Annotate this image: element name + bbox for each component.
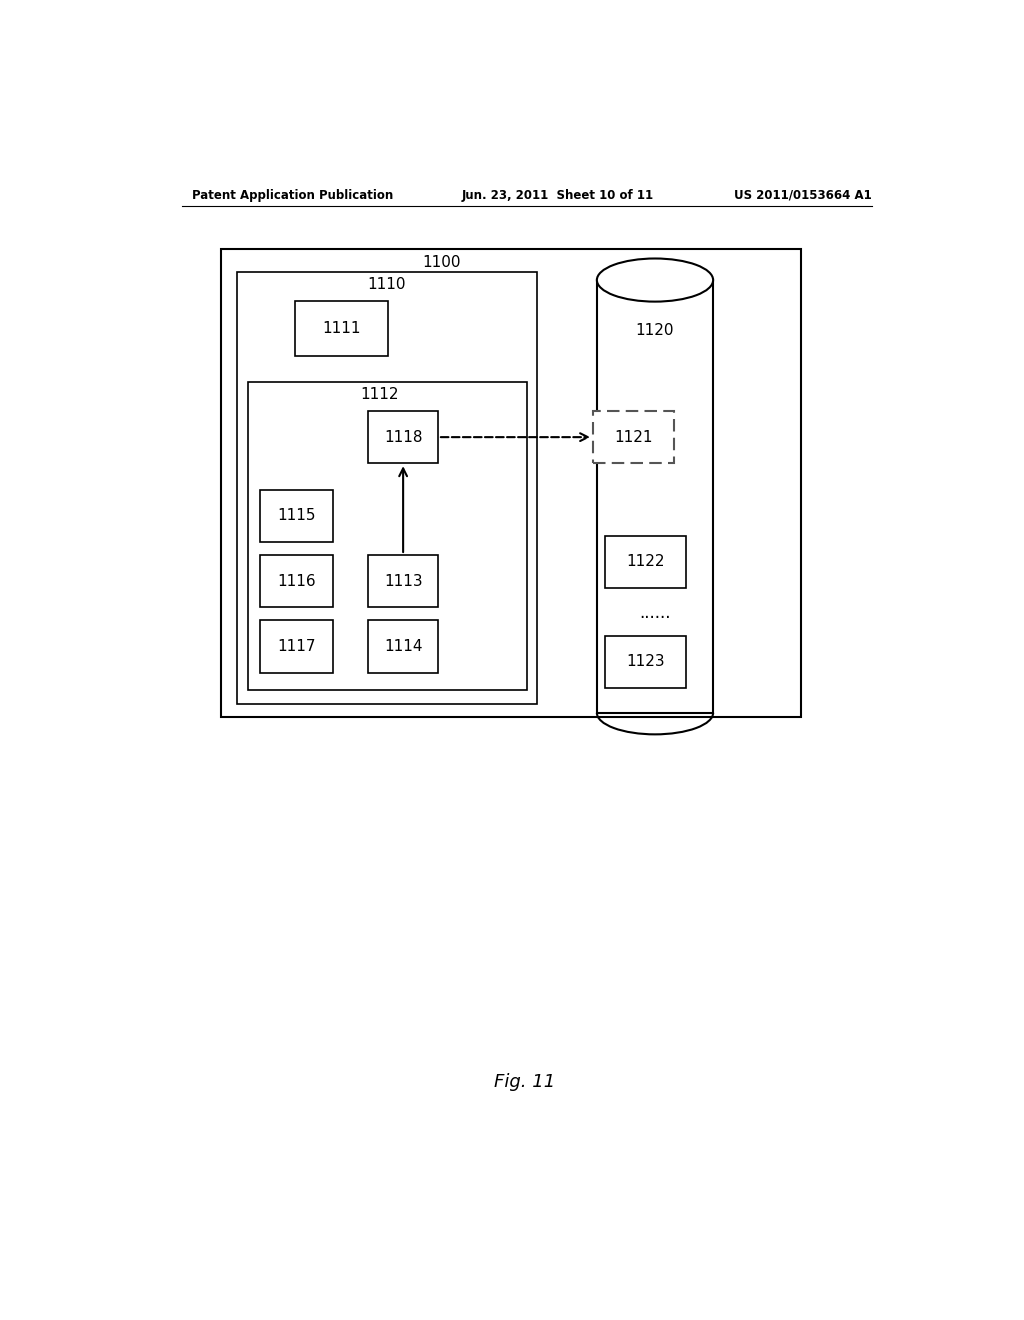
Text: 1100: 1100 [422, 255, 461, 269]
Text: 1112: 1112 [360, 387, 399, 401]
Bar [369, 554, 438, 607]
Text: 1116: 1116 [278, 574, 315, 589]
Bar [597, 280, 713, 713]
Text: 1118: 1118 [384, 429, 422, 445]
Ellipse shape [597, 259, 713, 302]
Text: Patent Application Publication: Patent Application Publication [193, 189, 393, 202]
Text: 1111: 1111 [322, 321, 360, 337]
Bar [260, 554, 334, 607]
Text: 1121: 1121 [614, 429, 653, 445]
Text: 1113: 1113 [384, 574, 423, 589]
Bar [221, 249, 801, 718]
Text: US 2011/0153664 A1: US 2011/0153664 A1 [734, 189, 872, 202]
Bar [237, 272, 538, 704]
Bar [593, 411, 675, 463]
Bar [369, 411, 438, 463]
Text: Jun. 23, 2011  Sheet 10 of 11: Jun. 23, 2011 Sheet 10 of 11 [461, 189, 653, 202]
Bar [604, 536, 686, 589]
Bar [369, 620, 438, 673]
Text: ......: ...... [639, 603, 671, 622]
Text: 1123: 1123 [626, 655, 665, 669]
Text: Fig. 11: Fig. 11 [495, 1073, 555, 1092]
Text: 1114: 1114 [384, 639, 422, 655]
Text: 1115: 1115 [278, 508, 315, 523]
Bar [260, 490, 334, 543]
Bar [295, 301, 388, 356]
Text: 1110: 1110 [368, 277, 407, 292]
Bar [248, 381, 527, 689]
Text: 1117: 1117 [278, 639, 315, 655]
Bar [260, 620, 334, 673]
Text: 1122: 1122 [626, 554, 665, 569]
Text: 1120: 1120 [636, 322, 674, 338]
Bar [604, 636, 686, 688]
